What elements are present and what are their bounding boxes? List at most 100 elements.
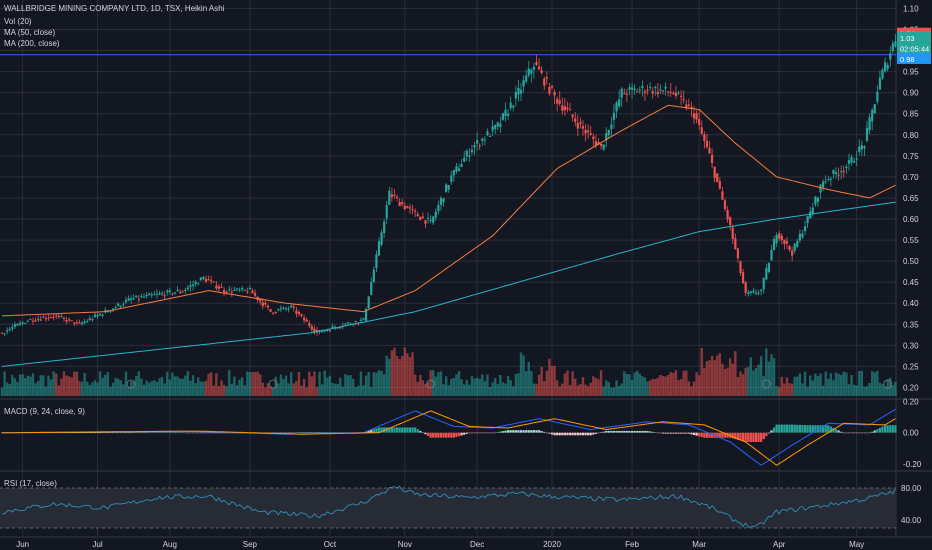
volume-bar <box>692 381 696 396</box>
volume-bar <box>873 372 876 396</box>
volume-bar <box>731 363 734 396</box>
event-marker-icon[interactable] <box>761 379 771 389</box>
price-tick-label: 0.30 <box>903 341 919 350</box>
candle-body <box>659 89 662 91</box>
macd-histogram-bar <box>878 427 882 433</box>
candle-body <box>434 211 437 218</box>
macd-histogram-bar <box>173 432 177 434</box>
volume-bar <box>481 374 484 396</box>
macd-histogram-bar <box>204 432 208 434</box>
macd-histogram-bar <box>370 429 373 433</box>
candle-body <box>543 78 546 86</box>
volume-bar <box>697 375 701 396</box>
candle-body <box>840 171 843 173</box>
candle-body <box>509 102 512 109</box>
event-marker-icon[interactable] <box>883 379 893 389</box>
macd-histogram-bar <box>514 430 517 433</box>
volume-bar <box>359 371 363 396</box>
candle-body <box>563 106 567 111</box>
macd-histogram-bar <box>568 432 572 436</box>
candle-body <box>754 292 758 294</box>
candle-body <box>55 315 58 317</box>
volume-bar <box>83 372 86 396</box>
macd-histogram-bar <box>535 430 538 433</box>
candle-body <box>806 216 809 224</box>
candle-body <box>514 91 517 99</box>
volume-bar <box>765 348 768 396</box>
volume-bar <box>426 382 430 396</box>
macd-histogram-bar <box>191 432 195 434</box>
volume-bar <box>783 383 786 396</box>
volume-bar <box>842 371 845 396</box>
ma50-indicator-label[interactable]: MA (50, close) <box>4 28 56 37</box>
candle-body <box>752 290 755 293</box>
candle-body <box>217 286 220 289</box>
event-marker-icon[interactable] <box>126 379 136 389</box>
price-tick-label: 0.65 <box>903 194 919 203</box>
macd-histogram-bar <box>290 432 293 434</box>
candle-body <box>42 316 45 318</box>
price-tick-label: 0.75 <box>903 152 919 161</box>
candle-body <box>592 136 595 140</box>
candle-body <box>421 216 424 218</box>
macd-histogram-bar <box>315 432 319 433</box>
volume-bar <box>602 386 605 396</box>
macd-histogram-bar <box>550 432 554 435</box>
volume-bar <box>473 378 476 396</box>
candle-body <box>488 136 492 138</box>
macd-histogram-bar <box>155 432 159 434</box>
rsi-indicator-label[interactable]: RSI (17, close) <box>4 479 57 488</box>
candle-body <box>194 281 197 284</box>
candle-body <box>114 307 117 309</box>
macd-histogram-bar <box>682 432 685 434</box>
macd-histogram-bar <box>137 432 140 434</box>
volume-bar <box>202 381 205 396</box>
candle-body <box>34 320 37 322</box>
candle-body <box>625 93 628 95</box>
ma200-indicator-label[interactable]: MA (200, close) <box>4 39 60 48</box>
candle-body <box>499 123 502 128</box>
candle-body <box>228 289 231 291</box>
macd-histogram-bar <box>176 432 179 434</box>
macd-histogram-bar <box>574 432 577 436</box>
volume-bar <box>798 373 802 396</box>
macd-indicator-label[interactable]: MACD (9, 24, close, 9) <box>4 407 85 416</box>
volume-bar <box>728 358 732 396</box>
candle-body <box>29 319 32 321</box>
price-tick-label: 0.20 <box>903 383 919 392</box>
macd-histogram-bar <box>858 432 861 434</box>
candle-body <box>530 69 533 74</box>
volume-bar <box>858 370 861 396</box>
candle-body <box>104 309 107 313</box>
macd-histogram-bar <box>860 432 863 434</box>
volume-bar <box>865 386 869 396</box>
volume-bar <box>207 373 210 396</box>
macd-histogram-bar <box>649 431 652 433</box>
event-marker-icon[interactable] <box>426 379 436 389</box>
macd-histogram-bar <box>305 432 308 433</box>
volume-bar <box>160 376 164 396</box>
candle-body <box>710 154 714 163</box>
candle-body <box>571 114 574 118</box>
volume-bar <box>829 373 833 396</box>
candle-body <box>775 234 778 244</box>
candle-body <box>367 296 370 309</box>
candle-body <box>26 320 29 322</box>
candle-body <box>168 290 171 292</box>
candle-body <box>380 232 383 245</box>
volume-bar <box>62 371 66 396</box>
macd-histogram-bar <box>292 432 295 434</box>
candle-body <box>532 66 536 70</box>
event-marker-icon[interactable] <box>268 379 278 389</box>
candle-body <box>73 322 76 324</box>
price-tick-label: 0.45 <box>903 278 919 287</box>
candle-body <box>119 305 122 307</box>
macd-histogram-bar <box>811 425 814 433</box>
volume-bar <box>741 374 745 396</box>
macd-histogram-bar <box>548 432 551 434</box>
volume-indicator-label[interactable]: Vol (20) <box>4 17 32 26</box>
volume-bar <box>809 375 812 396</box>
volume-bar <box>300 385 303 396</box>
macd-histogram-bar <box>581 432 585 436</box>
